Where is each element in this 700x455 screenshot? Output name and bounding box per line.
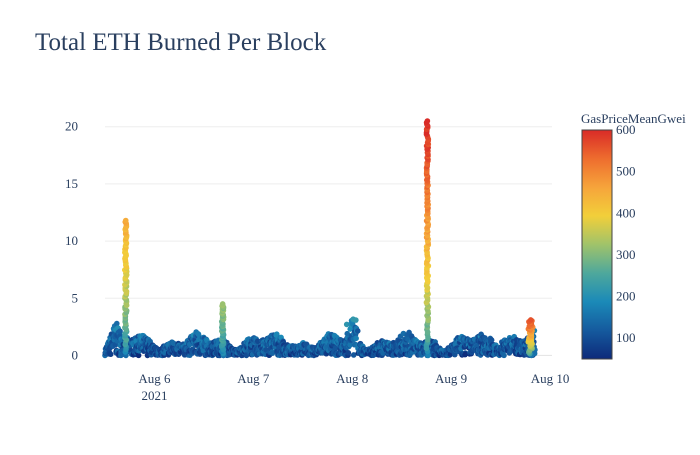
- scatter-point: [269, 350, 276, 356]
- colorbar-tick-label: 100: [616, 330, 636, 345]
- points-layer: [102, 118, 538, 359]
- colorbar-tick-label: 400: [616, 205, 636, 220]
- scatter-point: [254, 338, 261, 344]
- x-year-label: 2021: [141, 388, 167, 403]
- spike-peak-point: [527, 317, 534, 323]
- x-tick-label: Aug 6: [138, 371, 171, 386]
- scatter-point: [353, 317, 359, 323]
- x-tick-label: Aug 10: [531, 371, 570, 386]
- colorbar-tick-label: 500: [616, 164, 636, 179]
- colorbar-title: GasPriceMeanGwei: [581, 111, 686, 126]
- grid-layer: [105, 126, 552, 356]
- scatter-point: [501, 352, 507, 359]
- scatter-point: [347, 342, 353, 348]
- scatter-point: [354, 328, 361, 334]
- x-tick-label: Aug 9: [435, 371, 467, 386]
- scatter-point: [195, 331, 202, 338]
- y-tick-label: 5: [72, 290, 79, 305]
- scatter-point: [488, 337, 495, 343]
- scatter-point: [117, 328, 123, 335]
- colorbar: GasPriceMeanGwei 100 200 300 400 500 600: [581, 111, 686, 360]
- axis-layer: 0 5 10 15 20 Aug 6 Aug 7 Aug 8 Aug 9 Aug 10 2021: [65, 119, 569, 403]
- x-tick-label: Aug 8: [336, 371, 368, 386]
- y-tick-label: 0: [72, 347, 79, 362]
- scatter-point: [344, 330, 351, 337]
- scatter-point: [107, 351, 114, 358]
- scatter-point: [332, 344, 339, 351]
- spike-peak-point: [424, 118, 431, 124]
- spike-peak-point: [122, 217, 129, 224]
- scatter-point: [343, 321, 350, 328]
- chart-title: Total ETH Burned Per Block: [35, 29, 327, 56]
- scatter-point: [345, 350, 352, 356]
- colorbar-tick-label: 200: [616, 289, 636, 304]
- colorbar-tick-label: 600: [616, 122, 636, 137]
- y-tick-label: 10: [65, 233, 78, 248]
- scatter-point: [451, 351, 458, 358]
- scatter-point: [350, 352, 357, 358]
- y-tick-label: 20: [65, 119, 78, 134]
- spike-peak-point: [219, 301, 226, 307]
- colorbar-tick-label: 300: [616, 247, 636, 262]
- scatter-point: [135, 352, 142, 359]
- scatter-point: [353, 335, 359, 342]
- scatter-point: [274, 331, 280, 337]
- scatter-point: [114, 320, 120, 327]
- scatter-point: [462, 351, 469, 357]
- colorbar-bar: [581, 129, 613, 360]
- x-tick-label: Aug 7: [237, 371, 270, 386]
- y-tick-label: 15: [65, 176, 78, 191]
